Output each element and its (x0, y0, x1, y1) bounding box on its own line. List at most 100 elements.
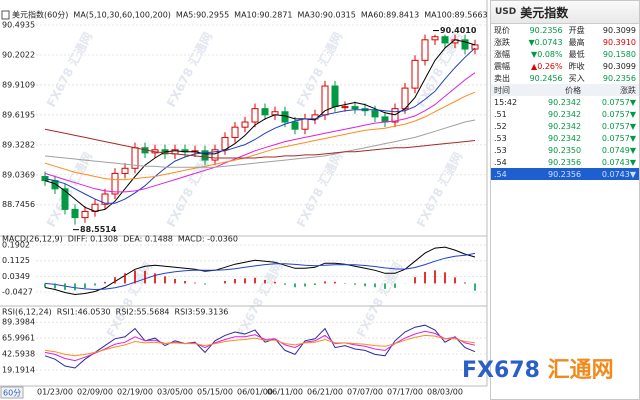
field-label: 震幅 (494, 61, 510, 71)
watermark: FX678 汇通网 (293, 150, 345, 230)
series-line (44, 128, 476, 159)
x-tick-label: 06/01/00 (237, 388, 273, 397)
field-value: 90.3099 (602, 61, 636, 71)
legend-entry: DEA: 0.1488 (123, 235, 173, 244)
field-value: 90.1580 (602, 49, 636, 59)
field-value: 90.3099 (602, 25, 636, 35)
y-tick-label: 90.2022 (2, 50, 35, 59)
y-tick-label: -0.0427 (2, 288, 33, 297)
tick-cell: .53 (494, 145, 507, 155)
indicator-label: MA(5,10,30,60,100,200) (73, 11, 171, 20)
annotation-label: 88.5514 (80, 225, 117, 234)
period-button[interactable] (0, 386, 24, 399)
series-line (44, 47, 476, 204)
watermark: FX678 汇通网 (163, 30, 215, 110)
quote-header: USD 美元指数 (491, 1, 639, 24)
field-value: ▲0.26% (531, 61, 563, 71)
candle-body (441, 36, 449, 44)
tick-cell: 90.2342 (548, 97, 582, 107)
tick-cell: .54 (491, 168, 531, 180)
instrument-name: 美元指数 (520, 5, 569, 20)
panel-title: RSI(6,12,24) (2, 308, 52, 317)
tick-cell: 90.2342 (548, 133, 582, 143)
x-tick-label: 02/09/00 (77, 388, 113, 397)
candle-body (301, 118, 309, 130)
x-tick-label: 01/23/00 (37, 388, 73, 397)
series-line (44, 39, 476, 212)
x-tick-label: 07/17/00 (387, 388, 423, 397)
tick-cell: .54 (494, 157, 507, 167)
field-row: 卖出 90.2456 买入 90.2356 (491, 72, 639, 84)
tick-row: .51 90.2342 0.0757▼ (491, 108, 639, 120)
tick-cell: 0.0743▼ (584, 168, 639, 180)
tick-row: .52 90.2342 0.0757▼ (491, 120, 639, 132)
field-value: 90.2456 (529, 73, 563, 83)
tick-header: 时间 价格 涨跌 (491, 84, 639, 96)
y-tick-label: 19.1914 (2, 365, 35, 374)
y-tick-label: 0.1125 (2, 256, 30, 265)
panel-title: 美元指数(60分) (12, 10, 68, 20)
candle-body (61, 188, 69, 210)
legend-entry: RSI3:59.3136 (175, 308, 229, 317)
candle-body (251, 108, 259, 123)
field-value: ▼0.0743 (528, 37, 563, 47)
x-tick-label: 08/03/00 (427, 388, 463, 397)
x-tick-label: 02/19/00 (117, 388, 153, 397)
column-header: 涨跌 (584, 84, 639, 96)
tick-cell: 0.0743▼ (601, 157, 636, 167)
watermark: FX678 汇通网 (413, 150, 465, 230)
field-row: 涨跌 ▼0.0743 最高 90.3910 (491, 36, 639, 48)
column-header: 价格 (530, 84, 585, 96)
field-value: 90.3910 (602, 37, 636, 47)
candle-body (411, 59, 419, 89)
tick-row: .54 90.2356 0.0743▼ (491, 168, 639, 180)
candle-body (291, 121, 299, 130)
candle-body (211, 149, 219, 161)
x-tick-label: 05/15/00 (197, 388, 233, 397)
candle-body (71, 208, 79, 219)
panel-title: MACD(26,12,9) (2, 235, 63, 244)
tick-cell: 0.0757▼ (601, 133, 636, 143)
watermark: FX678 汇通网 (103, 260, 155, 340)
tick-cell: 90.2342 (548, 109, 582, 119)
x-tick-label: 07/07/00 (347, 388, 383, 397)
quote-fields: 现价 90.2356 开盘 90.3099 涨跌 ▼0.0743 最高 90.3910 涨幅 ▼0… (491, 24, 639, 84)
legend-entry: MA30:90.0315 (298, 11, 356, 20)
candle-body (201, 150, 209, 161)
candle-body (231, 126, 239, 138)
y-tick-label: 42.5938 (2, 350, 35, 359)
candle-body (121, 167, 129, 174)
field-label: 昨收 (568, 61, 585, 71)
series-line (44, 119, 476, 168)
tick-cell: .51 (494, 109, 507, 119)
legend-entry: DIFF: 0.1308 (68, 235, 118, 244)
series-line (44, 330, 476, 362)
legend-entry: RSI1:46.0530 (57, 308, 111, 317)
tick-cell: 90.2350 (548, 145, 582, 155)
title-icon (1, 10, 10, 20)
tick-row: .53 90.2350 0.0749▼ (491, 144, 639, 156)
candle-body (461, 39, 469, 50)
legend-entry: MA60:89.8413 (361, 11, 419, 20)
candle-body (351, 106, 359, 110)
tick-row: .53 90.2342 0.0757▼ (491, 132, 639, 144)
y-tick-label: 90.4935 (2, 21, 35, 30)
annotation-label: 90.4010 (440, 26, 477, 35)
y-tick-label: 0.1902 (2, 241, 30, 250)
y-tick-label: 89.0369 (2, 170, 35, 179)
y-tick-label: 89.3282 (2, 140, 35, 149)
field-label: 现价 (494, 25, 510, 35)
candle-body (81, 210, 89, 219)
tick-cell: 0.0757▼ (601, 109, 636, 119)
y-tick-label: 88.7456 (2, 200, 35, 209)
series-line (44, 252, 476, 291)
legend-entry: MA10:90.2871 (234, 11, 292, 20)
field-row: 现价 90.2356 开盘 90.3099 (491, 24, 639, 36)
candle-body (381, 116, 389, 123)
tick-row: 15:42 90.2342 0.0757▼ (491, 96, 639, 108)
tick-cell: 90.2356 (548, 157, 582, 167)
legend-entry: MA100:89.5663 (424, 11, 487, 20)
tick-cell: .53 (494, 133, 507, 143)
x-tick-label: 06/21/00 (307, 388, 343, 397)
